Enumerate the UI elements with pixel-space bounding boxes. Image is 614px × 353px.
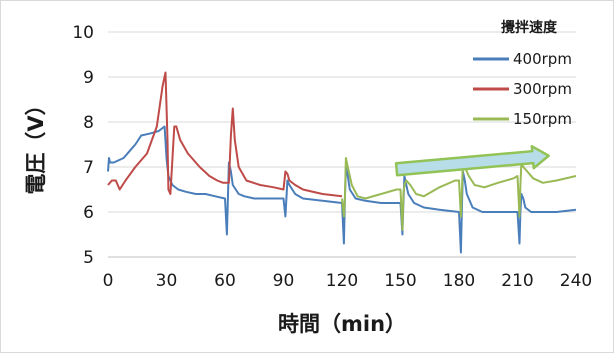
legend-label: 400rpm bbox=[513, 50, 572, 68]
series-line-400rpm bbox=[107, 125, 577, 254]
x-tick-label: 240 bbox=[560, 271, 592, 291]
x-tick-label: 30 bbox=[156, 271, 178, 291]
x-tick-label: 150 bbox=[384, 271, 416, 291]
y-axis-title: 電圧（V） bbox=[24, 94, 48, 194]
legend-title: 攪拌速度 bbox=[501, 19, 558, 36]
legend-label: 150rpm bbox=[513, 110, 572, 128]
y-tick-label: 5 bbox=[83, 248, 94, 268]
y-tick-label: 9 bbox=[83, 68, 94, 88]
trend-arrow-annotation bbox=[394, 144, 550, 177]
x-tick-label: 60 bbox=[214, 271, 236, 291]
series-line-150rpm bbox=[341, 157, 577, 231]
legend-label: 300rpm bbox=[513, 80, 572, 98]
x-tick-label: 90 bbox=[273, 271, 295, 291]
x-tick-label: 210 bbox=[501, 271, 533, 291]
legend: 攪拌速度 400rpm 300rpm 150rpm bbox=[473, 19, 572, 128]
x-tick-label: 0 bbox=[103, 271, 114, 291]
y-tick-label: 6 bbox=[83, 203, 94, 223]
y-tick-label: 8 bbox=[83, 113, 94, 133]
series-lines bbox=[107, 71, 577, 254]
y-tick-label: 7 bbox=[83, 158, 94, 178]
axes: 5 6 7 8 9 10 0 30 60 90 120 150 180 210 240 bbox=[72, 23, 592, 291]
trend-arrow bbox=[394, 144, 550, 177]
x-tick-label: 120 bbox=[326, 271, 358, 291]
y-tick-label: 10 bbox=[72, 23, 94, 43]
x-axis-title: 時間（min） bbox=[278, 312, 406, 336]
series-line-300rpm bbox=[107, 71, 343, 198]
x-tick-label: 180 bbox=[443, 271, 475, 291]
